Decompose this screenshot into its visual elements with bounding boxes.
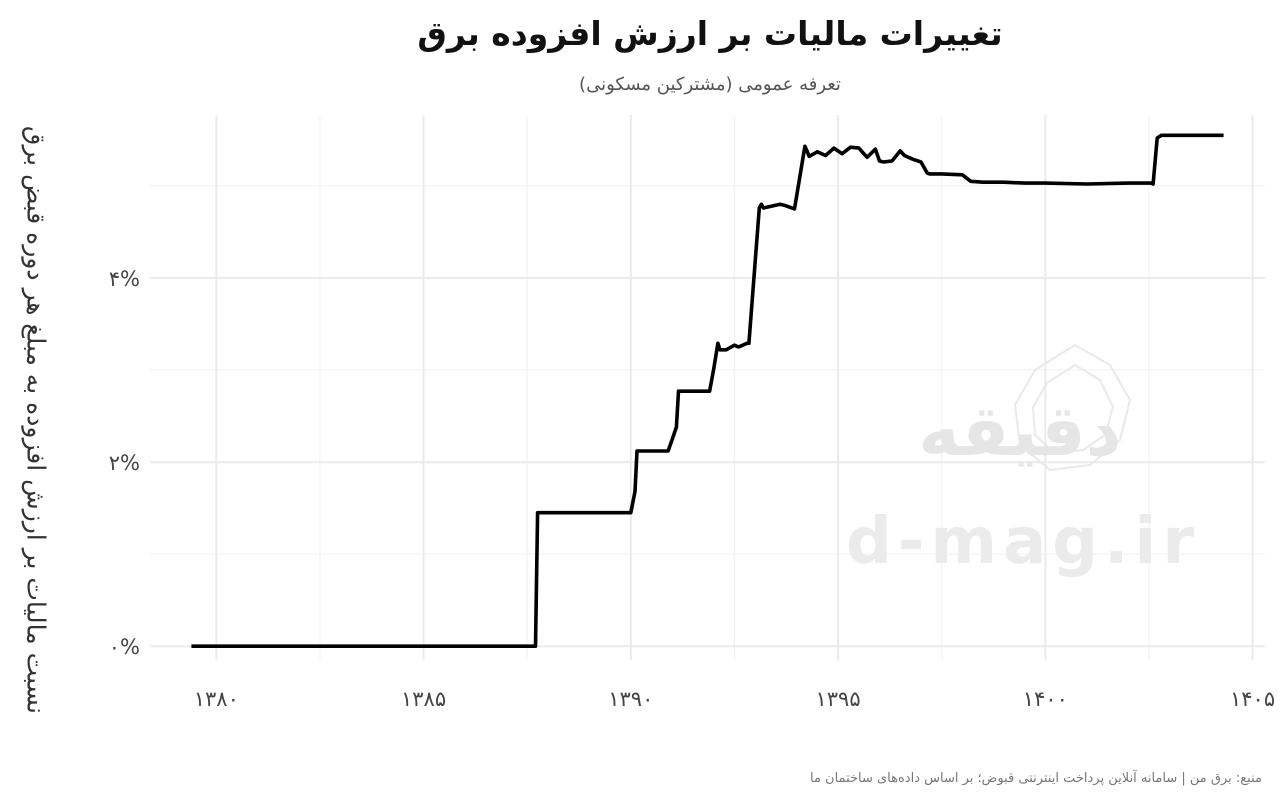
x-tick-labels: ۱۳۸۰ ۱۳۸۵ ۱۳۹۰ ۱۳۹۵ ۱۴۰۰ ۱۴۰۵: [194, 687, 1275, 711]
grid-major-lines: [150, 115, 1265, 660]
y-tick-label: ۴%: [109, 267, 140, 291]
watermark-text: d-mag.ir: [846, 505, 1200, 579]
x-tick-label: ۱۳۹۰: [608, 687, 653, 711]
x-tick-label: ۱۳۸۵: [401, 687, 446, 711]
y-tick-label: ۲%: [109, 451, 140, 475]
watermark-logo-icon: دقیقه: [895, 335, 1145, 509]
watermark-logo-text: دقیقه: [918, 390, 1121, 472]
y-tick-label: ۰%: [109, 635, 140, 659]
chart-title: تغییرات مالیات بر ارزش افزوده برق: [417, 14, 1003, 53]
x-tick-label: ۱۳۸۰: [194, 687, 239, 711]
x-tick-label: ۱۴۰۵: [1230, 687, 1275, 711]
series-line: [191, 133, 1224, 648]
x-tick-label: ۱۳۹۵: [816, 687, 861, 711]
y-tick-labels: ۰% ۲% ۴%: [109, 267, 140, 659]
chart-subtitle: تعرفه عمومی (مشترکین مسکونی): [579, 74, 841, 95]
chart-caption: منبع: برق من | سامانه آنلاین پرداخت اینت…: [809, 771, 1262, 786]
x-tick-label: ۱۴۰۰: [1023, 687, 1068, 711]
grid-minor-lines: [150, 115, 1265, 660]
